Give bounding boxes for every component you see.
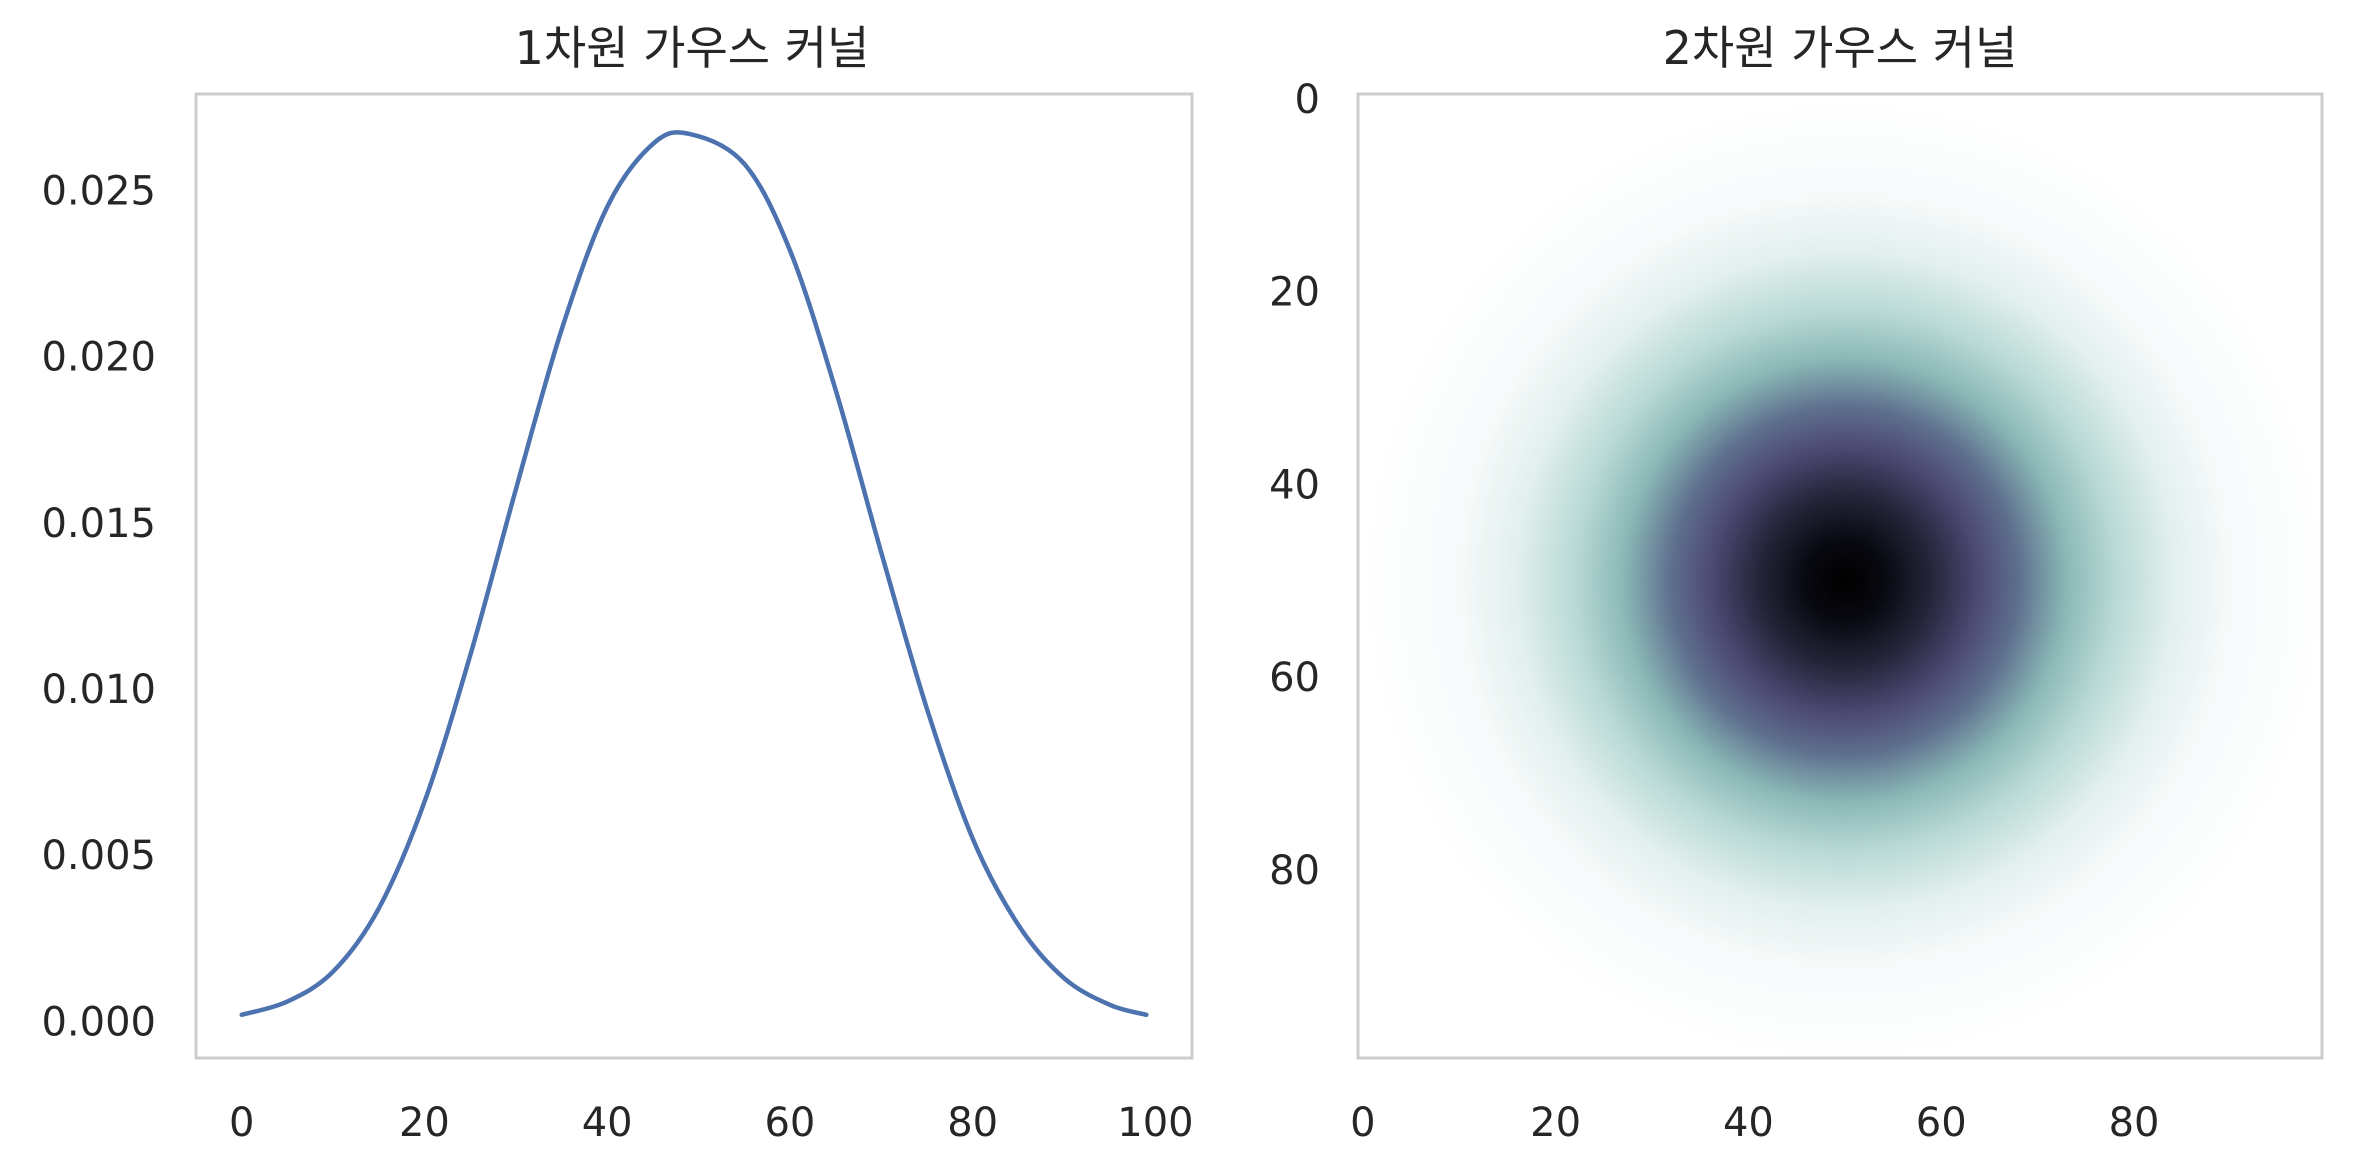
line-series-gaussian	[239, 130, 1149, 1018]
x-tick-label: 80	[947, 1100, 998, 1146]
heatmap-plot-frame	[1356, 92, 2324, 1060]
line-chart-y-ticks: 0.000 0.005 0.010 0.015 0.020 0.025	[41, 168, 156, 1045]
heatmap-title: 2차원 가우스 커널	[1663, 21, 2018, 75]
x-tick-label: 0	[1350, 1100, 1375, 1146]
y-tick-label: 0.015	[41, 501, 156, 547]
x-tick-label: 40	[582, 1100, 633, 1146]
x-tick-label: 20	[1530, 1100, 1581, 1146]
x-tick-label: 80	[2109, 1100, 2160, 1146]
heatmap-y-ticks: 0 20 40 60 80	[1269, 77, 1320, 894]
y-tick-label: 0.000	[41, 999, 156, 1045]
y-tick-label: 80	[1269, 848, 1320, 894]
x-tick-label: 60	[764, 1100, 815, 1146]
y-tick-label: 60	[1269, 655, 1320, 701]
x-tick-label: 40	[1723, 1100, 1774, 1146]
line-chart-panel: 1차원 가우스 커널 0.000 0.005 0.010 0.015 0.020 0.02…	[41, 21, 1193, 1146]
y-tick-label: 20	[1269, 270, 1320, 316]
y-tick-label: 0.025	[41, 168, 156, 214]
x-tick-label: 60	[1916, 1100, 1967, 1146]
line-chart-plot-area	[194, 92, 1194, 1060]
x-tick-label: 20	[399, 1100, 450, 1146]
x-tick-label: 100	[1117, 1100, 1193, 1146]
heatmap-image	[1358, 94, 2322, 1058]
x-tick-label: 0	[229, 1100, 254, 1146]
line-chart-x-ticks: 0 20 40 60 80 100	[229, 1100, 1194, 1146]
line-chart-title: 1차원 가우스 커널	[515, 21, 870, 75]
y-tick-label: 0.005	[41, 833, 156, 879]
heatmap-panel: 2차원 가우스 커널 0 20 40 60 80 0 20 40 60 80	[1269, 21, 2324, 1146]
heatmap-x-ticks: 0 20 40 60 80	[1350, 1100, 2159, 1146]
y-tick-label: 40	[1269, 462, 1320, 508]
y-tick-label: 0	[1295, 77, 1320, 123]
y-tick-label: 0.010	[41, 667, 156, 713]
y-tick-label: 0.020	[41, 335, 156, 381]
